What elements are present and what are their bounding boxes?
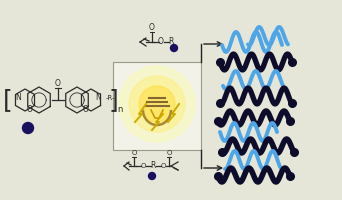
Text: O: O	[131, 150, 137, 156]
Circle shape	[148, 172, 156, 180]
Text: O: O	[158, 38, 164, 46]
Text: O: O	[160, 163, 166, 169]
Circle shape	[129, 76, 185, 132]
Text: O: O	[140, 163, 146, 169]
Text: R: R	[168, 38, 174, 46]
Text: -R-: -R-	[106, 95, 116, 101]
Text: N: N	[15, 94, 21, 102]
Circle shape	[119, 66, 195, 142]
Text: [: [	[3, 88, 13, 112]
Circle shape	[23, 122, 34, 134]
Text: n: n	[117, 104, 122, 114]
Text: O: O	[149, 23, 155, 32]
Text: R: R	[150, 162, 156, 170]
Text: O: O	[166, 150, 172, 156]
Text: N: N	[95, 94, 101, 102]
FancyBboxPatch shape	[113, 62, 201, 150]
Text: O: O	[27, 106, 33, 114]
Text: O: O	[83, 106, 89, 114]
Text: ]: ]	[108, 88, 118, 112]
Text: O: O	[55, 79, 61, 88]
Circle shape	[171, 45, 177, 51]
Circle shape	[139, 86, 175, 122]
